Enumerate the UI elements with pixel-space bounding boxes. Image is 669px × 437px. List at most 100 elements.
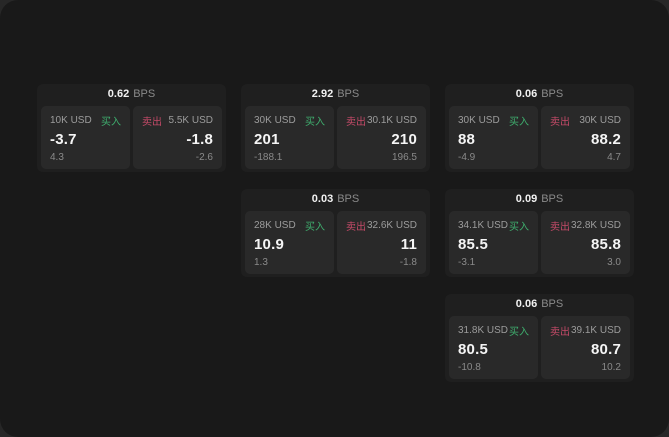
- buy-side-label: 买入: [101, 117, 121, 128]
- buy-amount: 30K USD: [254, 115, 296, 126]
- buy-amount: 34.1K USD: [458, 220, 509, 231]
- sell-side-label: 卖出: [550, 117, 570, 128]
- sell-price: 11: [400, 236, 417, 253]
- quote-body: 10K USD 买入 -3.7 4.3 卖出 5.5K USD -1.8 -2.…: [41, 106, 222, 169]
- bps-unit-label: BPS: [541, 193, 564, 205]
- buy-sub-value: -188.1: [254, 152, 283, 163]
- buy-sub-value: 4.3: [50, 152, 64, 163]
- buy-price: 201: [254, 131, 280, 148]
- sell-amount: 32.6K USD: [366, 220, 417, 231]
- buy-amount: 28K USD: [254, 220, 296, 231]
- sell-quote-tile[interactable]: 卖出 30.1K USD 210 196.5: [337, 106, 426, 169]
- quote-body: 30K USD 买入 88 -4.9 卖出 30K USD 88.2 4.7: [449, 106, 630, 169]
- bps-unit-label: BPS: [541, 88, 564, 100]
- sell-amount: 30.1K USD: [366, 115, 417, 126]
- bps-unit-label: BPS: [541, 298, 564, 310]
- bps-value: 0.03: [311, 193, 334, 205]
- sell-price: 210: [391, 131, 417, 148]
- buy-price: 10.9: [254, 236, 284, 253]
- buy-quote-tile[interactable]: 28K USD 买入 10.9 1.3: [245, 211, 334, 274]
- sell-tile-header: 卖出 39.1K USD: [550, 323, 621, 338]
- sell-sub-value: 4.7: [607, 152, 621, 163]
- bps-header: 0.62 BPS: [37, 84, 226, 105]
- sell-price: 88.2: [591, 131, 621, 148]
- sell-amount: 5.5K USD: [168, 115, 213, 126]
- sell-amount: 39.1K USD: [570, 325, 621, 336]
- bps-header: 0.09 BPS: [445, 189, 634, 210]
- sell-amount: 30K USD: [579, 115, 621, 126]
- sell-price: 85.8: [591, 236, 621, 253]
- buy-tile-header: 28K USD 买入: [254, 218, 325, 233]
- sell-sub-value: 3.0: [607, 257, 621, 268]
- bps-unit-label: BPS: [337, 88, 360, 100]
- buy-side-label: 买入: [305, 222, 325, 233]
- buy-side-label: 买入: [305, 117, 325, 128]
- sell-side-label: 卖出: [346, 117, 366, 128]
- bps-header: 0.06 BPS: [445, 84, 634, 105]
- sell-tile-header: 卖出 5.5K USD: [142, 113, 213, 128]
- sell-sub-value: -1.8: [399, 257, 417, 268]
- sell-side-label: 卖出: [346, 222, 366, 233]
- buy-quote-tile[interactable]: 34.1K USD 买入 85.5 -3.1: [449, 211, 538, 274]
- bps-value: 2.92: [311, 88, 334, 100]
- bps-header: 0.03 BPS: [241, 189, 430, 210]
- sell-price: -1.8: [186, 131, 213, 148]
- buy-tile-header: 34.1K USD 买入: [458, 218, 529, 233]
- bps-value: 0.06: [515, 298, 538, 310]
- buy-price: 80.5: [458, 341, 488, 358]
- sell-quote-tile[interactable]: 卖出 32.6K USD 11 -1.8: [337, 211, 426, 274]
- buy-sub-value: -10.8: [458, 362, 481, 373]
- bps-value: 0.62: [107, 88, 130, 100]
- quote-body: 28K USD 买入 10.9 1.3 卖出 32.6K USD 11 -1.8: [245, 211, 426, 274]
- sell-sub-value: 196.5: [391, 152, 417, 163]
- buy-side-label: 买入: [509, 117, 529, 128]
- sell-tile-header: 卖出 32.8K USD: [550, 218, 621, 233]
- buy-sub-value: -3.1: [458, 257, 476, 268]
- buy-price: 85.5: [458, 236, 488, 253]
- quote-card: 0.06 BPS 31.8K USD 买入 80.5 -10.8 卖出 39.1…: [445, 294, 634, 382]
- buy-amount: 30K USD: [458, 115, 500, 126]
- sell-quote-tile[interactable]: 卖出 32.8K USD 85.8 3.0: [541, 211, 630, 274]
- sell-amount: 32.8K USD: [570, 220, 621, 231]
- sell-quote-tile[interactable]: 卖出 39.1K USD 80.7 10.2: [541, 316, 630, 379]
- bps-unit-label: BPS: [133, 88, 156, 100]
- buy-tile-header: 10K USD 买入: [50, 113, 121, 128]
- bps-unit-label: BPS: [337, 193, 360, 205]
- bps-header: 2.92 BPS: [241, 84, 430, 105]
- quote-card: 0.62 BPS 10K USD 买入 -3.7 4.3 卖出 5.5K USD…: [37, 84, 226, 172]
- bps-header: 0.06 BPS: [445, 294, 634, 315]
- sell-price: 80.7: [591, 341, 621, 358]
- quote-card: 0.06 BPS 30K USD 买入 88 -4.9 卖出 30K USD 8…: [445, 84, 634, 172]
- quote-card: 0.03 BPS 28K USD 买入 10.9 1.3 卖出 32.6K US…: [241, 189, 430, 277]
- sell-side-label: 卖出: [550, 222, 570, 233]
- sell-quote-tile[interactable]: 卖出 30K USD 88.2 4.7: [541, 106, 630, 169]
- sell-sub-value: -2.6: [195, 152, 213, 163]
- quote-body: 30K USD 买入 201 -188.1 卖出 30.1K USD 210 1…: [245, 106, 426, 169]
- sell-tile-header: 卖出 32.6K USD: [346, 218, 417, 233]
- buy-price: -3.7: [50, 131, 77, 148]
- buy-sub-value: -4.9: [458, 152, 476, 163]
- quote-body: 31.8K USD 买入 80.5 -10.8 卖出 39.1K USD 80.…: [449, 316, 630, 379]
- sell-quote-tile[interactable]: 卖出 5.5K USD -1.8 -2.6: [133, 106, 222, 169]
- quote-card: 2.92 BPS 30K USD 买入 201 -188.1 卖出 30.1K …: [241, 84, 430, 172]
- buy-amount: 10K USD: [50, 115, 92, 126]
- buy-tile-header: 30K USD 买入: [458, 113, 529, 128]
- buy-quote-tile[interactable]: 30K USD 买入 88 -4.9: [449, 106, 538, 169]
- buy-amount: 31.8K USD: [458, 325, 509, 336]
- buy-sub-value: 1.3: [254, 257, 268, 268]
- sell-side-label: 卖出: [142, 117, 162, 128]
- sell-side-label: 卖出: [550, 327, 570, 338]
- buy-side-label: 买入: [509, 222, 529, 233]
- sell-tile-header: 卖出 30K USD: [550, 113, 621, 128]
- sell-tile-header: 卖出 30.1K USD: [346, 113, 417, 128]
- buy-tile-header: 31.8K USD 买入: [458, 323, 529, 338]
- buy-side-label: 买入: [509, 327, 529, 338]
- buy-quote-tile[interactable]: 31.8K USD 买入 80.5 -10.8: [449, 316, 538, 379]
- bps-value: 0.06: [515, 88, 538, 100]
- buy-quote-tile[interactable]: 10K USD 买入 -3.7 4.3: [41, 106, 130, 169]
- buy-quote-tile[interactable]: 30K USD 买入 201 -188.1: [245, 106, 334, 169]
- sell-sub-value: 10.2: [601, 362, 621, 373]
- quote-body: 34.1K USD 买入 85.5 -3.1 卖出 32.8K USD 85.8…: [449, 211, 630, 274]
- quote-card: 0.09 BPS 34.1K USD 买入 85.5 -3.1 卖出 32.8K…: [445, 189, 634, 277]
